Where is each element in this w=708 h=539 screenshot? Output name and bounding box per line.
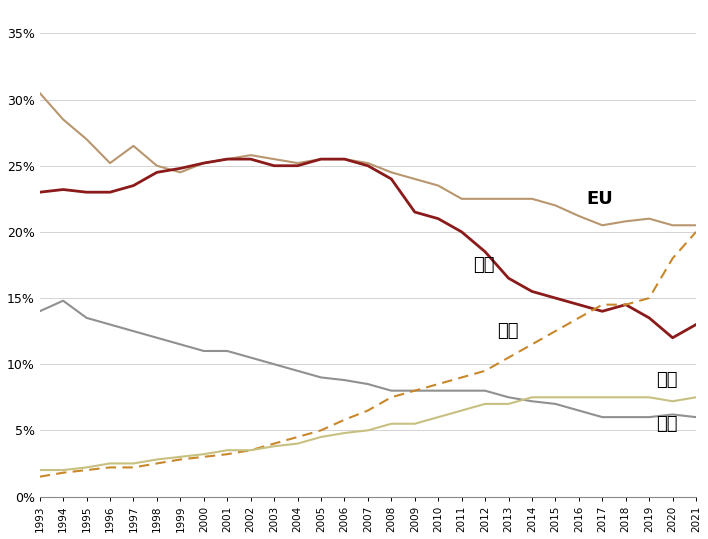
Text: 중국: 중국 — [497, 322, 518, 340]
Text: 미국: 미국 — [474, 256, 495, 274]
Text: 일본: 일본 — [656, 414, 678, 433]
Text: 인도: 인도 — [656, 371, 678, 389]
Text: EU: EU — [586, 190, 612, 208]
